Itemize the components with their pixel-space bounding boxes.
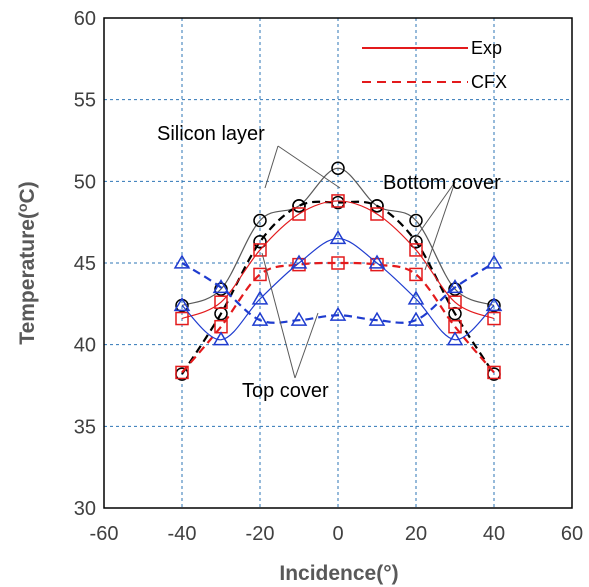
callout-line <box>424 181 456 271</box>
annotation-bottom-cover: Bottom cover <box>383 172 501 194</box>
data-point-silicon-cfx <box>292 199 306 213</box>
data-point-top-cfx <box>368 311 386 326</box>
annotation-top-cover: Top cover <box>242 380 329 402</box>
data-point-top-exp <box>407 290 425 305</box>
data-point-top-cfx <box>173 254 191 269</box>
data-point-top-cfx <box>446 279 464 294</box>
legend-label-cfx: CFX <box>471 72 507 92</box>
data-point-top-cfx <box>485 254 503 269</box>
callout-line <box>261 252 296 379</box>
y-axis-title-main: Temperature( <box>16 212 39 345</box>
data-point-top-cfx <box>329 306 347 321</box>
x-tick-label: -40 <box>168 523 197 545</box>
plot-frame <box>103 17 573 509</box>
series-line-bottom-exp <box>181 200 495 320</box>
data-point-top-exp <box>251 290 269 305</box>
y-tick-label: 45 <box>74 253 96 275</box>
y-tick-label: 40 <box>74 335 96 357</box>
series-group <box>173 161 503 381</box>
data-point-silicon-exp <box>214 282 228 296</box>
y-axis-title-sup: o <box>14 203 30 212</box>
legend: Exp CFX <box>362 38 507 92</box>
data-point-silicon-exp <box>448 282 462 296</box>
x-tick-label: 40 <box>483 523 505 545</box>
data-point-top-exp <box>290 254 308 269</box>
data-point-bottom-exp <box>370 207 384 221</box>
series-line-silicon-cfx <box>181 200 495 375</box>
data-point-silicon-cfx <box>370 199 384 213</box>
callout-line <box>413 181 456 241</box>
series-line-top-exp <box>181 237 495 341</box>
series-line-top-cfx <box>181 262 495 324</box>
series-line-bottom-cfx <box>181 261 495 374</box>
data-point-top-cfx <box>251 311 269 326</box>
data-point-bottom-cfx <box>175 365 189 380</box>
data-point-top-cfx <box>407 311 425 326</box>
data-point-bottom-cfx <box>292 257 306 272</box>
y-tick-label: 60 <box>74 8 96 30</box>
data-point-top-exp <box>485 296 503 312</box>
data-point-top-exp <box>329 230 347 245</box>
data-point-bottom-exp <box>253 243 267 257</box>
x-tick-label: 60 <box>561 523 583 545</box>
x-tick-label: 20 <box>405 523 427 545</box>
callout-line <box>264 145 279 189</box>
series-top-cfx <box>173 254 503 326</box>
legend-label-exp: Exp <box>471 38 502 58</box>
data-point-silicon-exp <box>331 161 345 176</box>
x-axis-title: Incidence(°) <box>279 562 398 585</box>
data-point-top-cfx <box>290 311 308 326</box>
y-tick-label: 35 <box>74 416 96 438</box>
data-point-bottom-exp <box>448 295 462 309</box>
series-silicon-exp <box>175 161 501 313</box>
data-point-top-exp <box>173 296 191 312</box>
data-point-bottom-exp <box>409 243 423 257</box>
annotation-silicon-layer: Silicon layer <box>157 123 265 145</box>
data-point-bottom-cfx <box>331 256 345 270</box>
data-point-bottom-cfx <box>253 267 267 282</box>
data-point-silicon-cfx <box>253 235 267 249</box>
data-point-silicon-cfx <box>409 235 423 249</box>
data-point-bottom-cfx <box>370 257 384 272</box>
y-tick-label: 30 <box>74 498 96 520</box>
data-point-bottom-exp <box>331 194 345 208</box>
y-axis-title-unit: C) <box>16 181 39 203</box>
data-point-bottom-cfx <box>409 267 423 282</box>
data-point-top-exp <box>368 254 386 269</box>
y-tick-label: 55 <box>74 90 96 112</box>
series-line-silicon-exp <box>181 167 495 307</box>
data-point-silicon-exp <box>253 213 267 228</box>
callout-line <box>294 312 319 379</box>
series-top-exp <box>173 230 503 346</box>
data-point-top-exp <box>212 331 230 346</box>
callout-line <box>277 145 341 189</box>
grid <box>104 18 572 508</box>
data-point-bottom-exp <box>175 311 189 326</box>
data-point-top-cfx <box>212 279 230 294</box>
data-point-bottom-exp <box>487 311 501 326</box>
data-point-bottom-exp <box>292 207 306 221</box>
x-tick-label: -60 <box>90 523 119 545</box>
series-bottom-exp <box>175 194 501 326</box>
x-tick-label: 0 <box>332 523 343 545</box>
annotation-callouts <box>261 145 456 379</box>
tick-labels: -60 -40 -20 0 20 40 60 30 35 40 45 50 55 60 <box>74 8 583 545</box>
y-tick-label: 50 <box>74 171 96 193</box>
data-point-top-exp <box>446 331 464 346</box>
x-tick-label: -20 <box>246 523 275 545</box>
data-point-silicon-exp <box>409 213 423 228</box>
data-point-bottom-cfx <box>487 365 501 380</box>
y-axis-title: Temperature(oC) <box>14 181 39 344</box>
data-point-bottom-exp <box>214 295 228 309</box>
